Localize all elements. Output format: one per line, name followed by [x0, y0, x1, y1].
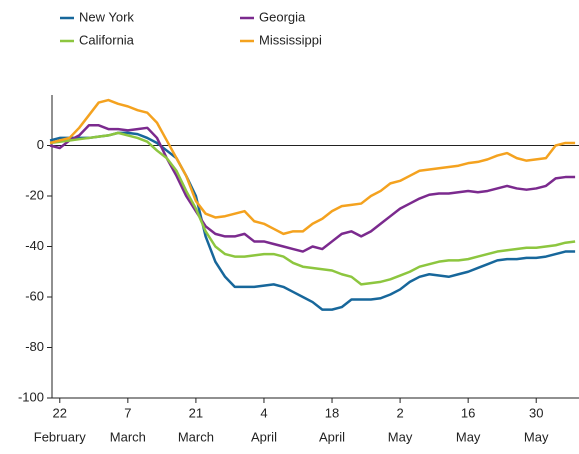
x-tick-label: 16	[461, 405, 475, 420]
series-line	[49, 131, 576, 311]
legend-label: Georgia	[259, 9, 306, 24]
x-tick-label: May	[524, 429, 549, 444]
legend-label: Mississippi	[259, 32, 322, 47]
y-tick-label: -40	[25, 238, 44, 253]
x-tick-label: 4	[260, 405, 267, 420]
x-tick-label: 22	[53, 405, 67, 420]
x-tick-label: 21	[189, 405, 203, 420]
series-line	[49, 98, 576, 236]
series-line	[49, 131, 576, 286]
x-tick-label: May	[388, 429, 413, 444]
x-tick-label: April	[251, 429, 277, 444]
x-tick-label: March	[178, 429, 214, 444]
y-tick-label: -80	[25, 339, 44, 354]
x-tick-label: February	[34, 429, 87, 444]
x-tick-label: May	[456, 429, 481, 444]
series-line	[49, 124, 576, 253]
x-tick-label: April	[319, 429, 345, 444]
x-tick-label: 30	[529, 405, 543, 420]
legend-label: New York	[79, 9, 134, 24]
y-tick-label: -100	[18, 389, 44, 404]
legend-label: California	[79, 32, 135, 47]
y-tick-label: 0	[37, 137, 44, 152]
x-tick-label: 2	[396, 405, 403, 420]
y-tick-label: -20	[25, 187, 44, 202]
x-tick-label: 7	[124, 405, 131, 420]
x-tick-label: 18	[325, 405, 339, 420]
y-tick-label: -60	[25, 288, 44, 303]
x-tick-label: March	[110, 429, 146, 444]
